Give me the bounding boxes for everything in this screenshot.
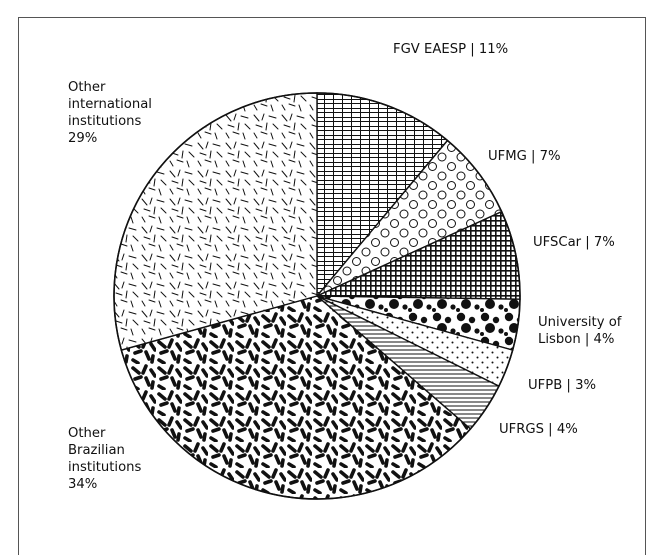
slice-label-line: international [68,97,152,112]
slice-label: University of Lisbon | 4% [538,315,622,347]
slice-label-line: Other [68,426,106,441]
slice-label-line: Brazilian [68,443,125,458]
slice-label-line: UFRGS | 4% [499,422,578,437]
slice-label-line: Other [68,80,106,95]
slice-label: FGV EAESP | 11% [393,42,508,57]
slice-label-line: institutions [68,460,142,475]
slice-label-line: UFMG | 7% [488,149,561,164]
slice-label-line: UFSCar | 7% [533,235,615,250]
slice-label-line: Lisbon | 4% [538,332,614,347]
slice-label-line: 29% [68,131,97,146]
slice-label: UFSCar | 7% [533,235,615,250]
slice-label: UFPB | 3% [528,378,596,393]
slice-label-line: University of [538,315,622,330]
slice-label-line: FGV EAESP | 11% [393,42,508,57]
slice-label-line: UFPB | 3% [528,378,596,393]
slice-label-line: institutions [68,114,142,129]
figure-frame [18,17,646,555]
slice-label: Other Brazilian institutions 34% [68,426,142,492]
slice-label: UFMG | 7% [488,149,561,164]
pie-outline [113,92,521,500]
slice-label: UFRGS | 4% [499,422,578,437]
slice-label-line: 34% [68,477,97,492]
slice-label: Other international institutions 29% [68,80,152,146]
